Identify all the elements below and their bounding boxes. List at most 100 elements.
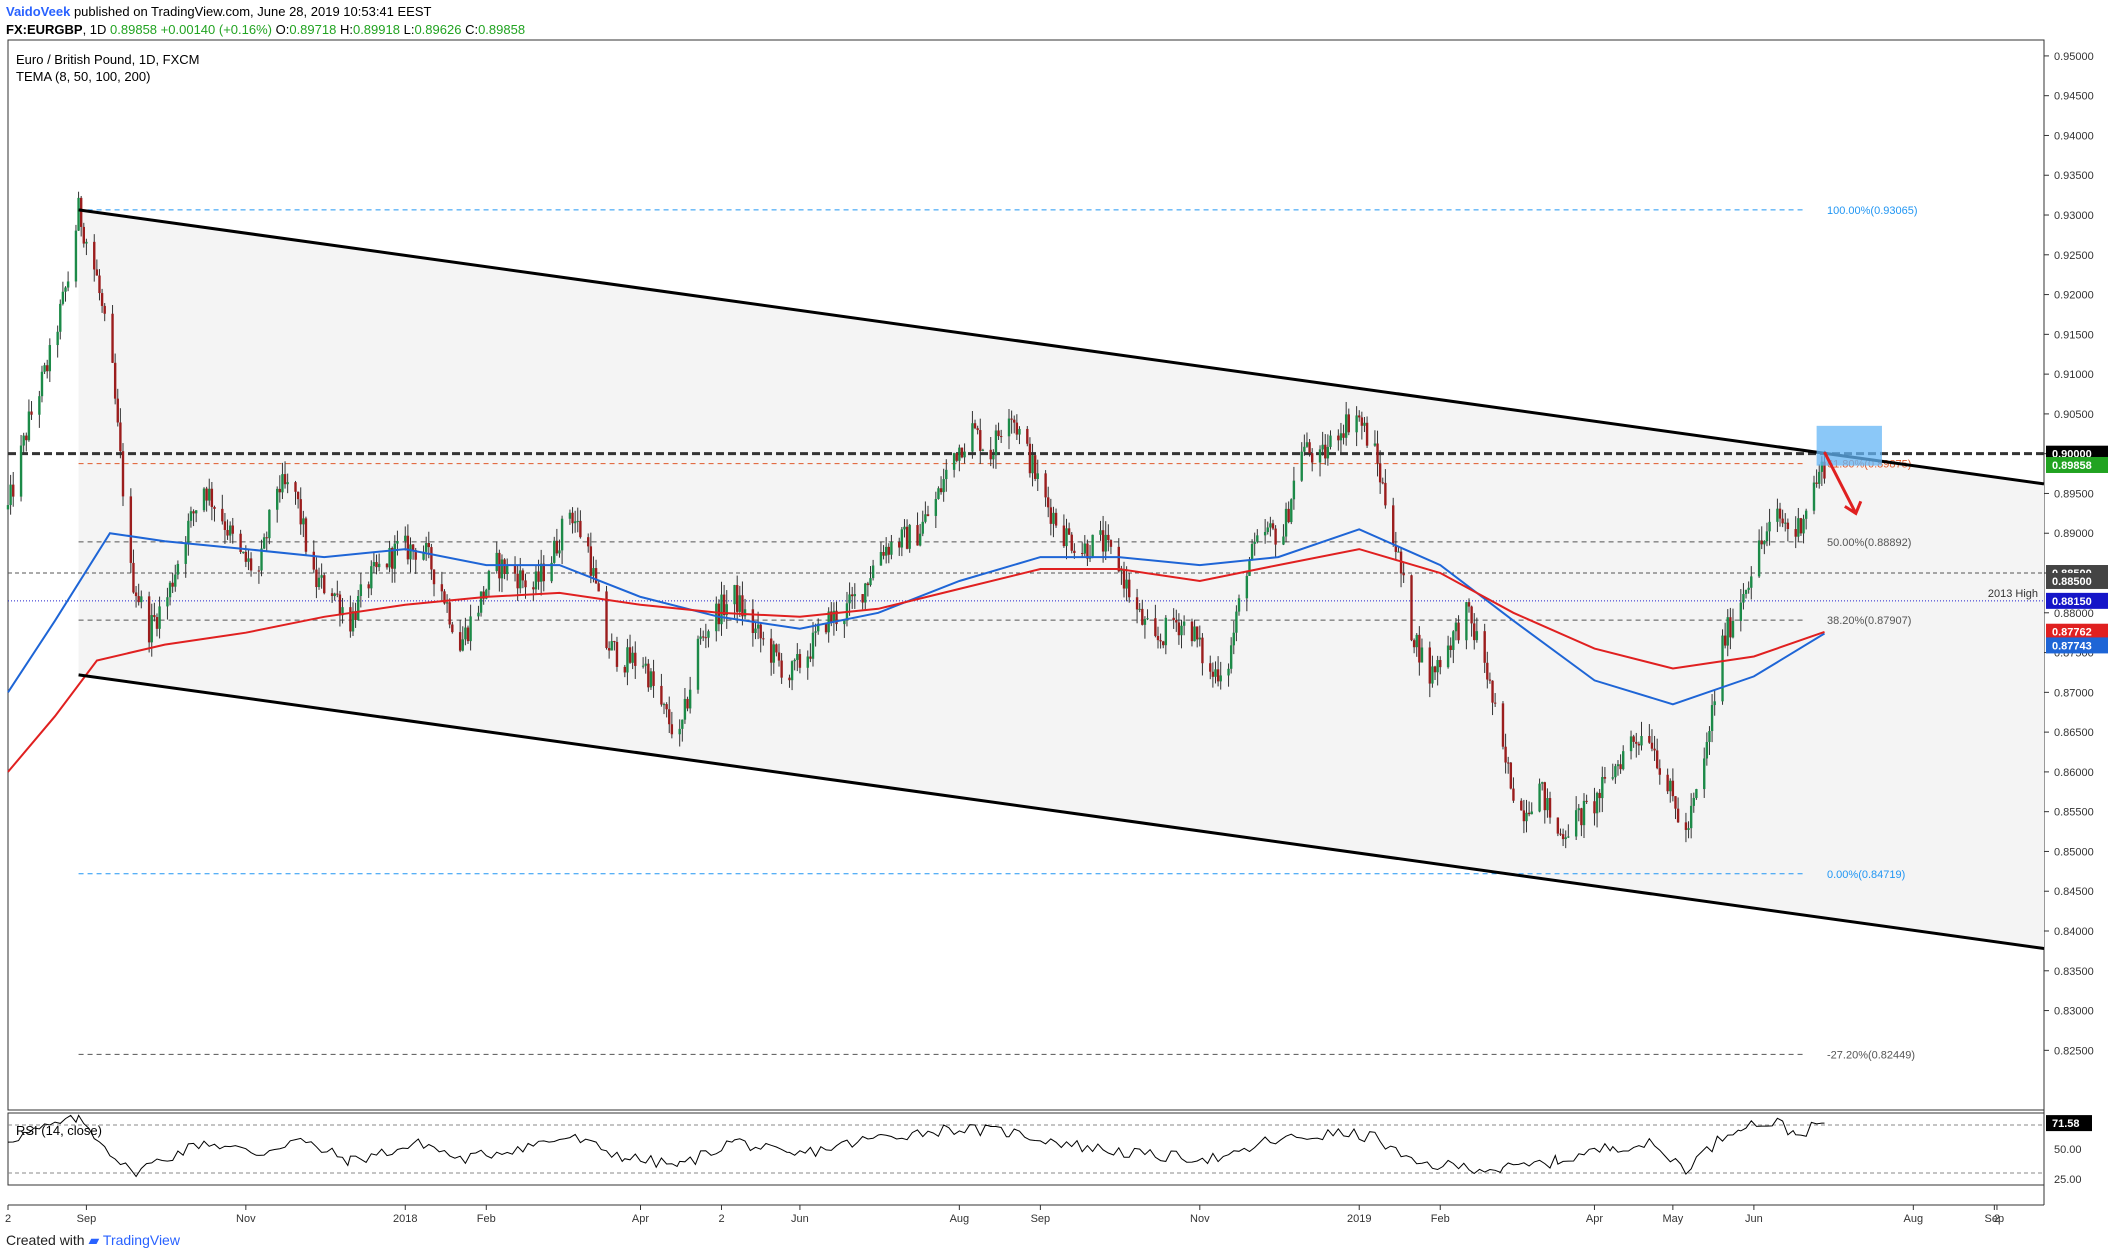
candle-up <box>696 638 700 690</box>
candle-up <box>1669 780 1672 792</box>
candle-down <box>1823 461 1826 479</box>
candle-up <box>772 644 775 663</box>
trendline-layer[interactable] <box>78 208 2045 950</box>
fib-level-label: -27.20%(0.82449) <box>1827 1049 1915 1061</box>
symbol-label[interactable]: FX:EURGBP <box>6 22 83 37</box>
candle-up <box>1454 622 1458 632</box>
price-chart[interactable]: Euro / British Pound, 1D, FXCM TEMA (8, … <box>0 0 2112 1225</box>
candle-down <box>1723 635 1727 646</box>
candle-down <box>283 474 287 485</box>
candle-up <box>228 525 232 536</box>
candle-up <box>811 632 815 659</box>
candle-up <box>1263 531 1267 536</box>
candle-down <box>939 488 943 493</box>
candle-up <box>1321 444 1324 450</box>
candle-down <box>265 537 268 539</box>
candle-up <box>422 551 425 560</box>
candle-up <box>843 620 846 625</box>
price-tick-label: 0.91000 <box>2054 369 2094 381</box>
candle-down <box>299 499 302 525</box>
candle-up <box>1622 751 1625 770</box>
candle-down <box>647 663 650 688</box>
price-axis[interactable]: 0.95000 0.94500 0.94000 0.93500 0.93000 0.925… <box>2044 51 2108 1057</box>
candle-up <box>1248 560 1251 576</box>
tema-line <box>7 548 1825 773</box>
candle-down <box>367 584 370 589</box>
candle-down <box>1216 669 1220 682</box>
price-tag <box>2046 592 2108 609</box>
price-tick-label: 0.84000 <box>2054 926 2094 938</box>
candle-up <box>715 603 718 632</box>
candle-down <box>665 704 668 710</box>
candle-down <box>916 525 919 546</box>
candle-up <box>539 563 543 582</box>
open-label: O: <box>275 22 290 37</box>
candle-down <box>704 637 708 639</box>
candle-up <box>793 659 796 662</box>
candle-down <box>134 592 138 597</box>
candle-down <box>1337 435 1340 441</box>
candle-down <box>213 506 216 509</box>
candle-up <box>1446 645 1450 668</box>
time-tick-label: Apr <box>632 1213 649 1225</box>
candle-up <box>790 661 794 681</box>
candle-down <box>1399 551 1403 574</box>
candle-down <box>1781 518 1784 524</box>
footer: Created with ▰ TradingView <box>6 1232 180 1249</box>
candle-down <box>1428 647 1432 684</box>
candle-up <box>1577 808 1580 811</box>
candle-up <box>1530 811 1533 815</box>
high-value: 0.89918 <box>352 22 400 37</box>
time-tick-label: Aug <box>950 1213 970 1225</box>
price-tick-label: 0.91500 <box>2054 329 2094 341</box>
candle-up <box>963 451 966 458</box>
candle-up <box>1318 449 1322 463</box>
candle-up <box>871 565 875 579</box>
candle-down <box>717 603 721 625</box>
candle-down <box>759 624 762 639</box>
candle-up <box>937 488 940 499</box>
candle-down <box>111 313 114 363</box>
candle-down <box>955 453 958 461</box>
price-tick-label: 0.88000 <box>2054 608 2094 620</box>
candle-up <box>1373 443 1377 446</box>
candle-down <box>850 594 854 597</box>
tradingview-logo-icon[interactable]: ▰ <box>88 1232 100 1248</box>
candle-down <box>338 594 342 616</box>
candle-down <box>354 611 357 621</box>
candle-down <box>1378 463 1382 483</box>
candle-up <box>688 689 692 709</box>
last-price: 0.89858 <box>110 22 158 37</box>
candle-up <box>1525 812 1528 822</box>
candle-down <box>597 583 600 592</box>
interval-label[interactable]: 1D <box>89 22 107 37</box>
candle-up <box>409 544 412 560</box>
tradingview-brand[interactable]: TradingView <box>102 1232 180 1248</box>
author-link[interactable]: VaidoVeek <box>6 4 71 19</box>
candle-up <box>1344 414 1348 438</box>
candle-up <box>445 602 449 604</box>
candle-down <box>482 591 485 599</box>
candle-up <box>994 430 998 456</box>
candle-down <box>129 496 133 563</box>
candle-up <box>1099 530 1102 535</box>
candle-up <box>560 518 564 551</box>
candle-down <box>1674 796 1677 809</box>
price-tick-label: 0.89500 <box>2054 488 2094 500</box>
candle-down <box>414 550 417 560</box>
candle-down <box>926 514 930 516</box>
candle-up <box>934 498 938 516</box>
candle-down <box>1308 442 1311 454</box>
time-axis[interactable]: 2 Sep Nov 2018 Feb Apr 2 Jun Aug Sep Nov 2019 Feb Apr… <box>5 1205 2004 1225</box>
candle-up <box>396 540 399 544</box>
candle-up <box>573 521 577 524</box>
candle-down <box>1473 623 1476 641</box>
candle-up <box>372 562 376 567</box>
bearish-arrow-head <box>1844 500 1863 516</box>
candle-down <box>121 451 125 497</box>
candle-up <box>1713 701 1716 706</box>
candle-down <box>223 521 227 530</box>
candle-down <box>1512 788 1515 801</box>
candle-down <box>391 547 394 569</box>
candle-up <box>1802 518 1805 534</box>
